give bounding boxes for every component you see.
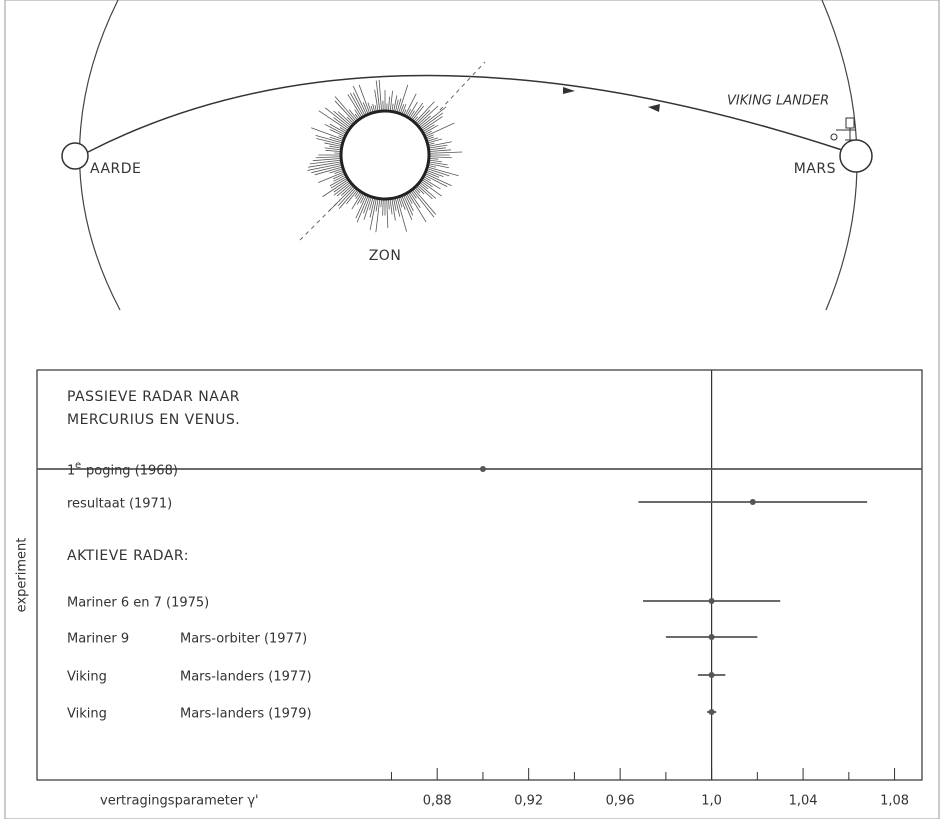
sun-label: ZON xyxy=(369,248,402,264)
row-label: Mariner 6 en 7 (1975) xyxy=(67,596,209,611)
dashed-line xyxy=(440,62,485,110)
ray xyxy=(319,111,348,130)
ray xyxy=(330,124,346,133)
ray xyxy=(330,169,342,173)
ray xyxy=(428,139,442,143)
mars-label: MARS xyxy=(794,161,836,177)
ray xyxy=(430,159,438,160)
x-axis-label: vertragingsparameter γ' xyxy=(100,794,259,809)
row-label: Mars-orbiter (1977) xyxy=(180,632,307,647)
group-title: AKTIEVE RADAR: xyxy=(67,548,189,564)
ray xyxy=(376,199,378,211)
ray xyxy=(359,85,369,113)
point xyxy=(480,466,486,472)
lander-label: VIKING LANDER xyxy=(727,94,829,109)
row-label: resultaat (1971) xyxy=(67,497,172,512)
ray xyxy=(389,200,390,210)
ray xyxy=(318,172,343,182)
ray xyxy=(383,200,384,215)
ray xyxy=(419,116,431,126)
ray xyxy=(330,137,342,141)
ray xyxy=(425,175,447,186)
ray xyxy=(325,150,340,151)
mars xyxy=(840,140,872,172)
point xyxy=(750,499,756,505)
ray xyxy=(411,191,416,198)
row-label: Viking xyxy=(67,670,107,685)
ray xyxy=(357,197,368,223)
ray xyxy=(387,200,388,228)
ray xyxy=(340,127,347,131)
ray xyxy=(414,189,436,214)
row-label: Viking xyxy=(67,707,107,722)
frame xyxy=(5,0,939,819)
ray xyxy=(376,200,380,233)
orbit-diagram: AARDE ZON MARS VIKING LANDER xyxy=(62,0,872,310)
ray xyxy=(339,136,344,138)
ray xyxy=(316,157,340,158)
ray xyxy=(373,104,375,111)
lander-icon xyxy=(831,118,856,140)
x-tick-label: 1,04 xyxy=(789,794,818,809)
ray xyxy=(389,97,390,110)
row-label: Mars-landers (1979) xyxy=(180,707,312,722)
group-title: PASSIEVE RADAR NAAR xyxy=(67,389,240,405)
ray xyxy=(392,104,393,111)
ray xyxy=(360,195,364,203)
ray xyxy=(329,146,340,148)
arrow xyxy=(648,104,660,112)
ray xyxy=(430,148,446,150)
point xyxy=(709,672,715,678)
x-tick-label: 0,92 xyxy=(514,794,543,809)
ray xyxy=(405,94,416,115)
ray xyxy=(335,97,356,121)
ray xyxy=(409,102,418,117)
point xyxy=(709,709,715,715)
row-label: Mars-landers (1977) xyxy=(180,670,312,685)
ray xyxy=(341,186,352,196)
row-label: Mariner 9 xyxy=(67,632,129,647)
x-tick-label: 1,0 xyxy=(701,794,722,809)
ray xyxy=(313,159,340,161)
plot-area xyxy=(37,370,922,780)
ray xyxy=(410,111,415,118)
ray xyxy=(429,143,435,144)
row-label-sup: e xyxy=(75,460,81,471)
row-label: poging (1968) xyxy=(86,464,178,479)
x-tick-label: 0,96 xyxy=(606,794,635,809)
ray xyxy=(356,192,360,198)
x-tick-label: 1,08 xyxy=(880,794,909,809)
ray xyxy=(392,199,395,220)
ray xyxy=(429,166,436,168)
ray xyxy=(399,85,408,112)
ray xyxy=(330,177,346,186)
ray xyxy=(325,148,341,150)
signal-path xyxy=(88,75,842,152)
ray xyxy=(375,105,376,111)
figure: AARDE ZON MARS VIKING LANDER experiment … xyxy=(0,0,944,819)
ray xyxy=(371,106,373,112)
earth-label: AARDE xyxy=(90,161,141,177)
point xyxy=(709,634,715,640)
ray xyxy=(430,160,442,161)
ray xyxy=(390,200,392,215)
y-axis-label: experiment xyxy=(15,538,30,613)
ray xyxy=(430,157,452,158)
x-tick-label: 0,88 xyxy=(423,794,452,809)
earth xyxy=(62,143,88,169)
group-title: MERCURIUS EN VENUS. xyxy=(67,412,240,428)
arrow xyxy=(563,87,575,94)
ray xyxy=(404,110,406,115)
ray xyxy=(335,101,355,122)
ray xyxy=(430,152,462,153)
ray xyxy=(381,200,382,207)
ray xyxy=(430,150,451,152)
sun xyxy=(341,111,429,199)
point xyxy=(709,598,715,604)
ray xyxy=(396,199,400,217)
ray xyxy=(329,187,353,211)
ray xyxy=(356,196,366,218)
